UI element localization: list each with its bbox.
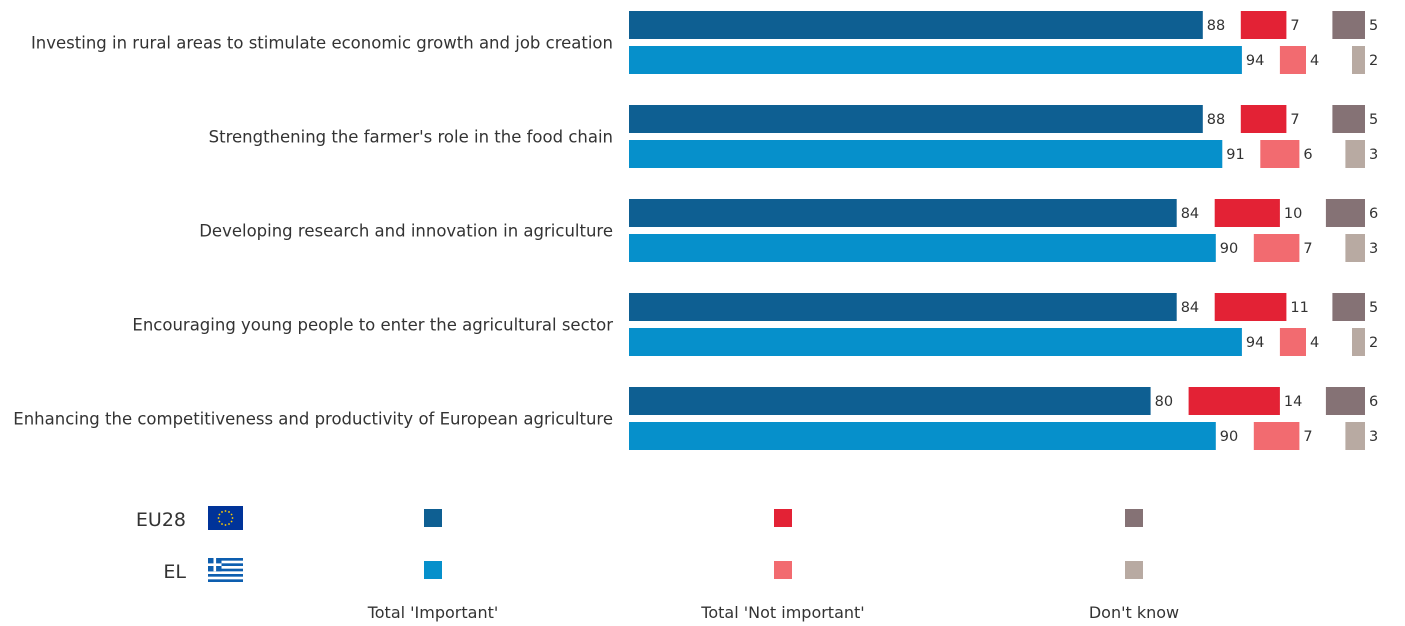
bar-eu28-important — [629, 199, 1177, 227]
greece-flag-icon — [208, 558, 243, 582]
bar-eu28-dont-know — [1332, 105, 1365, 133]
data-label: 91 — [1226, 147, 1244, 163]
bar-el-dont-know — [1352, 46, 1365, 74]
data-label: 3 — [1369, 147, 1378, 163]
bar-el-not-important — [1279, 46, 1306, 74]
data-label: 5 — [1369, 18, 1378, 34]
data-label: 14 — [1284, 394, 1302, 410]
data-label: 90 — [1220, 429, 1238, 445]
legend-series-el: EL — [163, 561, 186, 583]
bar-el-dont-know — [1345, 422, 1365, 450]
bar-eu28-dont-know — [1332, 11, 1365, 39]
bar-eu28-dont-know — [1332, 293, 1365, 321]
category-label: Enhancing the competitiveness and produc… — [13, 410, 613, 429]
bar-eu28-not-important — [1214, 293, 1287, 321]
bar-el-important — [629, 328, 1242, 356]
category-label: Encouraging young people to enter the ag… — [132, 316, 613, 335]
data-label: 80 — [1155, 394, 1173, 410]
bar-eu28-dont-know — [1325, 199, 1365, 227]
legend-swatch-dont-know-el — [1125, 561, 1143, 579]
data-label: 2 — [1369, 53, 1378, 69]
bar-eu28-important — [629, 293, 1177, 321]
data-label: 6 — [1369, 394, 1378, 410]
bar-eu28-important — [629, 11, 1203, 39]
category-label: Investing in rural areas to stimulate ec… — [31, 34, 613, 53]
bar-eu28-dont-know — [1325, 387, 1365, 415]
bar-el-not-important — [1260, 140, 1300, 168]
bar-el-dont-know — [1352, 328, 1365, 356]
bar-el-not-important — [1279, 328, 1306, 356]
legend-swatch-not-important-eu28 — [774, 509, 792, 527]
data-label: 10 — [1284, 206, 1302, 222]
data-label: 7 — [1290, 18, 1299, 34]
legend-label-dont-know: Don't know — [1089, 603, 1179, 622]
data-label: 84 — [1181, 300, 1199, 316]
data-label: 4 — [1310, 53, 1319, 69]
data-label: 6 — [1303, 147, 1312, 163]
data-label: 4 — [1310, 335, 1319, 351]
bar-el-important — [629, 140, 1223, 168]
bar-el-not-important — [1253, 422, 1300, 450]
bar-eu28-important — [629, 387, 1151, 415]
bars-layer — [629, 11, 1365, 450]
data-label: 5 — [1369, 112, 1378, 128]
legend-swatch-important-el — [424, 561, 442, 579]
bar-eu28-not-important — [1240, 11, 1287, 39]
data-label: 7 — [1303, 429, 1312, 445]
bar-el-important — [629, 234, 1216, 262]
legend-label-not-important: Total 'Not important' — [700, 603, 864, 622]
data-label: 6 — [1369, 206, 1378, 222]
labels-layer: Investing in rural areas to stimulate ec… — [13, 18, 1378, 445]
category-label: Developing research and innovation in ag… — [199, 222, 613, 241]
data-label: 84 — [1181, 206, 1199, 222]
data-label: 94 — [1246, 335, 1264, 351]
bar-eu28-not-important — [1240, 105, 1287, 133]
data-label: 94 — [1246, 53, 1264, 69]
legend-series-eu28: EU28 — [136, 509, 186, 531]
bar-el-dont-know — [1345, 234, 1365, 262]
category-label: Strengthening the farmer's role in the f… — [209, 128, 613, 147]
data-label: 7 — [1290, 112, 1299, 128]
data-label: 2 — [1369, 335, 1378, 351]
bar-el-important — [629, 422, 1216, 450]
legend-swatch-dont-know-eu28 — [1125, 509, 1143, 527]
bar-el-dont-know — [1345, 140, 1365, 168]
data-label: 7 — [1303, 241, 1312, 257]
bar-el-not-important — [1253, 234, 1300, 262]
data-label: 3 — [1369, 241, 1378, 257]
data-label: 88 — [1207, 18, 1225, 34]
eu-flag-icon — [208, 506, 243, 530]
legend: EU28 EL Total 'Important' Total 'Not import… — [136, 506, 1179, 622]
legend-label-important: Total 'Important' — [367, 603, 499, 622]
data-label: 3 — [1369, 429, 1378, 445]
data-label: 90 — [1220, 241, 1238, 257]
bar-eu28-important — [629, 105, 1203, 133]
bar-el-important — [629, 46, 1242, 74]
data-label: 11 — [1290, 300, 1308, 316]
legend-swatch-important-eu28 — [424, 509, 442, 527]
data-label: 88 — [1207, 112, 1225, 128]
bar-eu28-not-important — [1188, 387, 1280, 415]
data-label: 5 — [1369, 300, 1378, 316]
bar-eu28-not-important — [1214, 199, 1280, 227]
legend-swatch-not-important-el — [774, 561, 792, 579]
